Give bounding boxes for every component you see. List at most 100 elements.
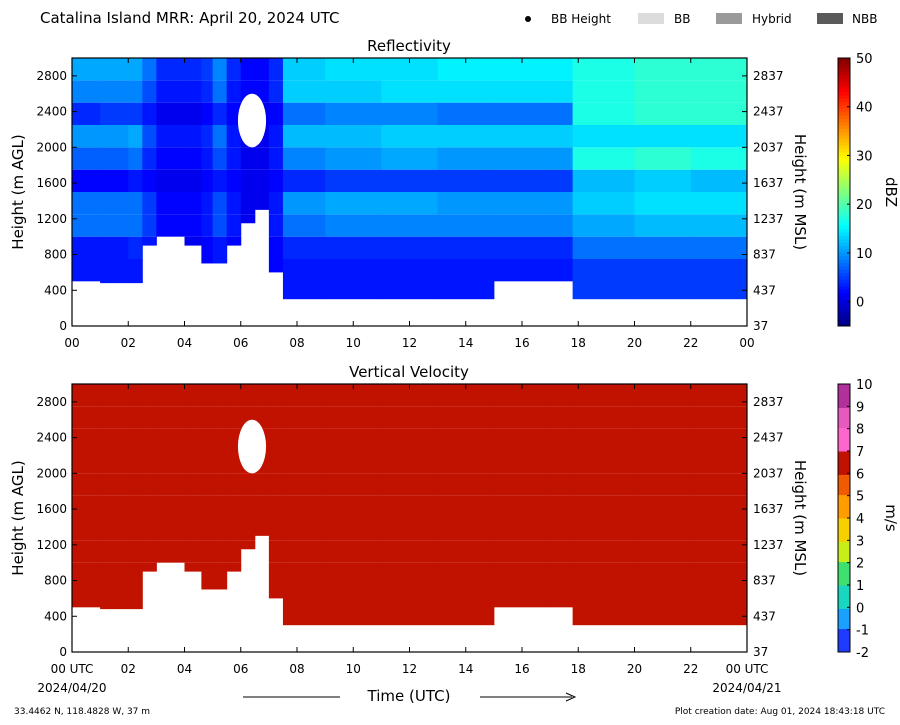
velocity-cell [201, 451, 214, 474]
reflectivity-cell [634, 236, 692, 259]
colorbar-tick-label: -1 [856, 624, 869, 639]
colorbar-segment [838, 457, 850, 462]
reflectivity-cell [72, 259, 101, 282]
velocity-cell [550, 540, 574, 563]
velocity-cell [100, 428, 129, 451]
reflectivity-cell [128, 169, 143, 192]
y-tick-label-right: 1237 [753, 538, 784, 552]
velocity-cell [268, 473, 284, 496]
velocity-cell [142, 495, 157, 518]
reflectivity-cell [156, 125, 185, 148]
reflectivity-cell [437, 125, 495, 148]
velocity-cell [268, 384, 284, 407]
velocity-cell [201, 495, 214, 518]
reflectivity-cell [240, 58, 256, 81]
velocity-cell [282, 518, 326, 541]
velocity-cell [184, 406, 202, 429]
reflectivity-cell [381, 169, 439, 192]
reflectivity-cell [634, 259, 692, 300]
colorbar-segment [838, 528, 850, 532]
colorbar-tick-label: -2 [856, 646, 869, 661]
y-tick-label-right: 37 [753, 319, 768, 333]
velocity-cell [72, 406, 101, 429]
velocity-cell [226, 518, 242, 541]
colorbar-segment [838, 491, 850, 496]
velocity-cell [254, 473, 270, 496]
x-tick-label: 04 [177, 336, 192, 350]
velocity-cell [550, 585, 574, 608]
reflectivity-cell [282, 169, 326, 192]
velocity-cell [142, 518, 157, 541]
reflectivity-cell [550, 169, 574, 192]
velocity-cell [381, 495, 439, 518]
figure-title: Catalina Island MRR: April 20, 2024 UTC [40, 9, 339, 27]
x-tick-label: 14 [458, 336, 473, 350]
colorbar-tick-label: 50 [856, 52, 873, 67]
reflectivity-cell [142, 125, 157, 148]
colorbar-segment [838, 165, 850, 170]
reflectivity-cell [634, 147, 692, 170]
reflectivity-cell [381, 80, 439, 103]
reflectivity-cell [240, 169, 256, 192]
velocity-cell [572, 495, 635, 518]
velocity-cell [572, 428, 635, 451]
colorbar-segment [838, 259, 850, 263]
colorbar-segment [838, 282, 850, 287]
header-legend: BB Height BB Hybrid NBB [525, 12, 877, 26]
velocity-cell [690, 451, 748, 474]
colorbar-segment [838, 212, 850, 216]
colorbar-segment [838, 61, 850, 66]
velocity-y-ticks-right: 37 437 837 1237 1637 2037 2437 2837 [753, 395, 784, 659]
velocity-cell [634, 473, 692, 496]
velocity-cell [240, 518, 256, 541]
x-tick-label: 20 [627, 662, 642, 676]
velocity-cell [572, 451, 635, 474]
velocity-cell [572, 540, 635, 563]
reflectivity-ylabel: Height (m AGL) [9, 134, 27, 249]
reflectivity-cell [100, 214, 129, 237]
colorbar-segment [838, 615, 850, 619]
velocity-cell [325, 540, 382, 563]
velocity-cell [437, 540, 495, 563]
colorbar-segment [838, 464, 850, 469]
colorbar-segment [838, 255, 850, 260]
colorbar-segment [838, 387, 850, 392]
reflectivity-cell [690, 259, 748, 300]
velocity-cell [100, 406, 129, 429]
velocity-cell [212, 451, 228, 474]
colorbar-segment [838, 400, 850, 405]
colorbar-segment [838, 68, 850, 72]
colorbar-segment [838, 138, 850, 143]
reflectivity-cell [156, 192, 185, 215]
reflectivity-cell [212, 80, 228, 103]
colorbar-segment [838, 145, 850, 149]
reflectivity-cell [381, 125, 439, 148]
colorbar-segment [838, 178, 850, 183]
reflectivity-cell [282, 125, 326, 148]
colorbar-segment [838, 121, 850, 126]
velocity-cell [212, 585, 228, 590]
reflectivity-cell [201, 58, 214, 81]
reflectivity-x-ticks: 00 02 04 06 08 10 12 14 16 18 20 22 00 [64, 58, 755, 350]
velocity-cell [493, 585, 551, 608]
colorbar-segment [838, 125, 850, 129]
reflectivity-cell [437, 259, 495, 300]
colorbar-segment [838, 275, 850, 280]
velocity-cell [268, 540, 284, 563]
velocity-cell [212, 562, 228, 585]
velocity-cell [240, 384, 256, 407]
reflectivity-cell [282, 236, 326, 259]
velocity-cell [226, 495, 242, 518]
reflectivity-cell [212, 192, 228, 215]
colorbar-segment [838, 404, 850, 408]
reflectivity-cell [142, 80, 157, 103]
colorbar-frame [837, 57, 851, 327]
y-tick-label: 2000 [36, 466, 67, 480]
reflectivity-cell [212, 102, 228, 125]
colorbar-segment [838, 292, 850, 297]
colorbar-segment [838, 202, 850, 206]
velocity-cell [142, 451, 157, 474]
start-date: 2024/04/20 [37, 681, 106, 695]
velocity-cell [282, 384, 326, 407]
colorbar-segment [838, 195, 850, 200]
